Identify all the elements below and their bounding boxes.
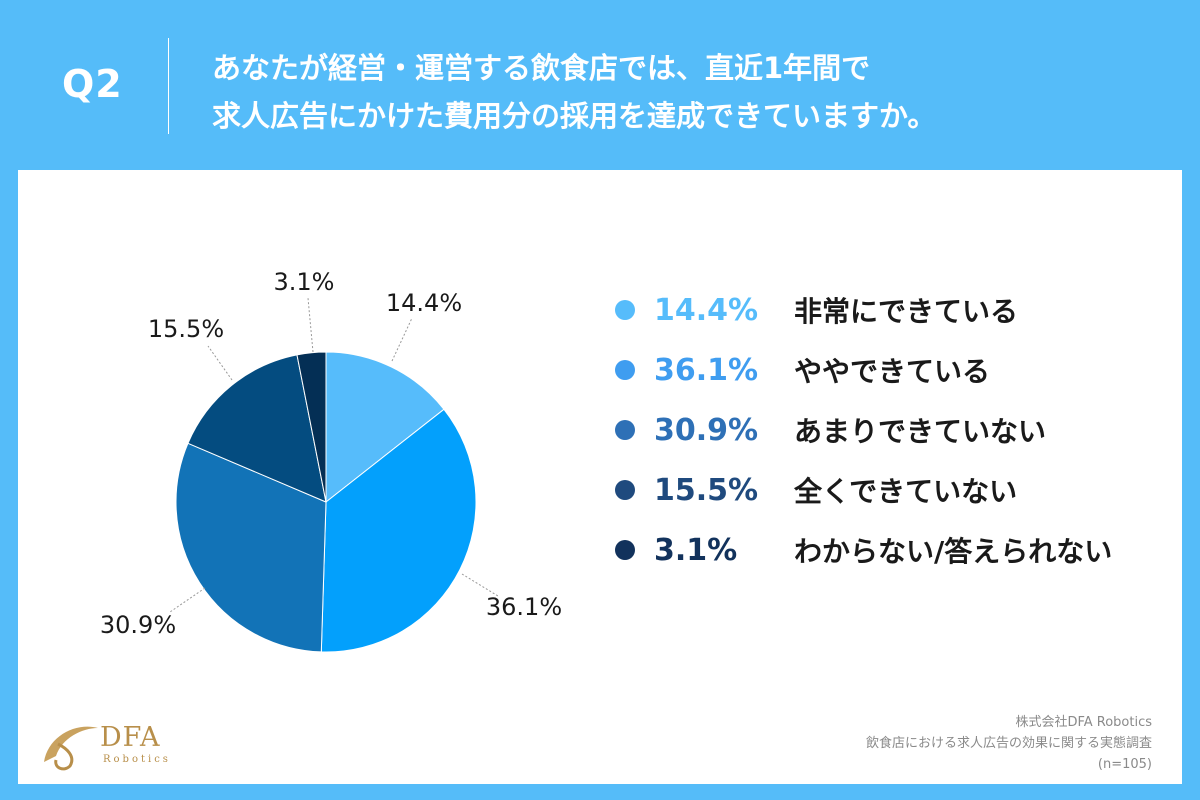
legend-label: ややできている: [794, 355, 991, 388]
legend-percent: 15.5%: [654, 472, 759, 508]
legend-label: 全くできていない: [794, 475, 1018, 508]
legend-color-dot: [615, 360, 635, 380]
header-divider: [168, 38, 169, 134]
legend-item: 15.5% 全くできていない: [612, 470, 1172, 510]
slice-leader-line: [207, 345, 233, 381]
legend-percent: 36.1%: [654, 352, 759, 388]
legend-percent: 14.4%: [654, 292, 759, 328]
source-company: 株式会社DFA Robotics: [1015, 715, 1152, 730]
legend-percent: 30.9%: [654, 412, 759, 448]
legend-color-dot: [615, 300, 635, 320]
legend-label: あまりできていない: [794, 415, 1047, 448]
logo-subtext: Robotics: [103, 754, 171, 765]
slice-leader-line: [169, 587, 206, 613]
pie-slice: [320, 408, 477, 653]
pie-slice: [325, 351, 445, 504]
legend-label: わからない/答えられない: [794, 535, 1113, 568]
source-sample-size: (n=105): [1097, 757, 1152, 772]
slice-data-label: 3.1%: [274, 268, 335, 296]
question-number: Q2: [62, 62, 123, 106]
logo-text: DFA: [100, 722, 161, 753]
question-line-2: 求人広告にかけた費用分の採用を達成できていますか。: [212, 99, 937, 133]
pie-slice: [296, 351, 327, 503]
legend-color-dot: [615, 420, 635, 440]
pie-slice: [175, 442, 327, 653]
legend-color-dot: [615, 540, 635, 560]
source-note: 株式会社DFA Robotics 飲食店における求人広告の効果に関する実態調査 …: [866, 712, 1152, 775]
question-text: あなたが経営・運営する飲食店では、直近1年間で 求人広告にかけた費用分の採用を達…: [212, 44, 936, 140]
legend-item: 3.1% わからない/答えられない: [612, 530, 1172, 570]
legend-label: 非常にできている: [794, 295, 1019, 328]
legend-item: 14.4% 非常にできている: [612, 290, 1172, 330]
question-header: Q2 あなたが経営・運営する飲食店では、直近1年間で 求人広告にかけた費用分の採…: [0, 0, 1200, 170]
source-survey: 飲食店における求人広告の効果に関する実態調査: [865, 736, 1152, 751]
slice-leader-line: [391, 317, 413, 362]
legend-item: 30.9% あまりできていない: [612, 410, 1172, 450]
slice-leader-line: [461, 573, 499, 597]
dfa-logo-icon: [44, 726, 98, 771]
legend-color-dot: [615, 480, 635, 500]
slice-leader-line: [307, 297, 314, 353]
pie-slice: [187, 354, 327, 503]
slice-data-label: 14.4%: [386, 289, 462, 317]
legend-item: 36.1% ややできている: [612, 350, 1172, 390]
slice-data-label: 30.9%: [100, 611, 176, 639]
slice-data-label: 15.5%: [148, 315, 224, 343]
question-line-1: あなたが経営・運営する飲食店では、直近1年間で: [212, 51, 871, 85]
slice-data-label: 36.1%: [486, 593, 562, 621]
legend-percent: 3.1%: [654, 532, 738, 568]
